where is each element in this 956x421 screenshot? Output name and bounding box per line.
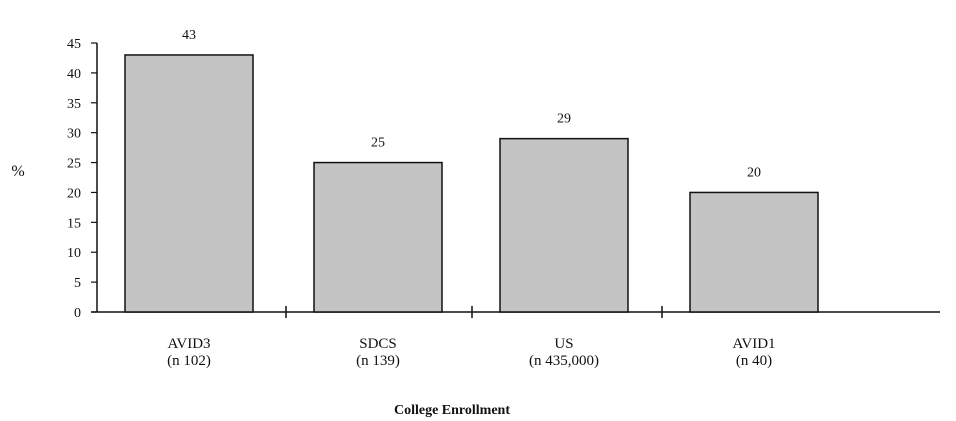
y-axis: 0 5 10 15 20 25 30 35 40 45 bbox=[67, 37, 98, 321]
category-n-label: (n 139) bbox=[356, 353, 400, 369]
y-tick-label: 35 bbox=[67, 97, 81, 112]
y-tick-label: 40 bbox=[67, 67, 81, 82]
bars-group bbox=[124, 54, 819, 313]
data-label: 25 bbox=[371, 136, 385, 151]
y-tick-label: 0 bbox=[74, 306, 81, 321]
data-label: 43 bbox=[182, 28, 196, 43]
category-n-label: (n 435,000) bbox=[529, 353, 599, 369]
category-label: SDCS bbox=[359, 336, 397, 352]
x-axis-title: College Enrollment bbox=[394, 403, 510, 418]
category-label: AVID1 bbox=[732, 336, 775, 352]
bar-us bbox=[499, 137, 629, 313]
y-tick-label: 45 bbox=[67, 37, 81, 52]
bar-sdcs bbox=[313, 161, 443, 313]
y-tick-label: 10 bbox=[67, 246, 81, 261]
y-tick-label: 15 bbox=[67, 216, 81, 231]
y-tick-label: 30 bbox=[67, 127, 81, 142]
data-label: 20 bbox=[747, 165, 761, 180]
y-tick-label: 5 bbox=[74, 276, 81, 291]
y-tick-label: 25 bbox=[67, 157, 81, 172]
y-axis-title: % bbox=[11, 163, 24, 180]
y-tick-label: 20 bbox=[67, 186, 81, 201]
bar-avid1 bbox=[689, 191, 819, 313]
category-label: US bbox=[554, 336, 573, 352]
bar-avid3 bbox=[124, 54, 254, 313]
data-label: 29 bbox=[557, 112, 571, 127]
labels-group: 43 AVID3(n 102) 25 SDCS(n 139) 29 US(n 435,00… bbox=[167, 28, 775, 369]
category-label: AVID3 bbox=[167, 336, 210, 352]
category-n-label: (n 40) bbox=[736, 353, 772, 369]
category-n-label: (n 102) bbox=[167, 353, 211, 369]
